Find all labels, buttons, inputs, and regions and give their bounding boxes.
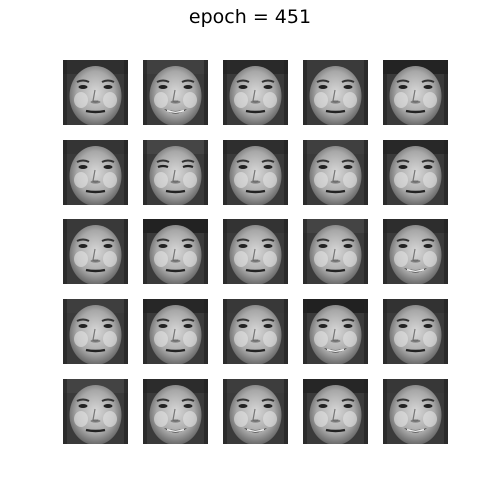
face-sample-5-4 bbox=[303, 379, 368, 444]
face-sample-1-3 bbox=[223, 60, 288, 125]
face-sample-3-2 bbox=[143, 219, 208, 284]
face-sample-4-2 bbox=[143, 299, 208, 364]
face-sample-2-5 bbox=[383, 140, 448, 205]
face-sample-1-1 bbox=[63, 60, 128, 125]
face-sample-5-3 bbox=[223, 379, 288, 444]
face-sample-4-5 bbox=[383, 299, 448, 364]
face-sample-1-2 bbox=[143, 60, 208, 125]
face-sample-3-4 bbox=[303, 219, 368, 284]
face-sample-1-5 bbox=[383, 60, 448, 125]
face-sample-4-4 bbox=[303, 299, 368, 364]
face-sample-4-3 bbox=[223, 299, 288, 364]
face-sample-3-5 bbox=[383, 219, 448, 284]
face-sample-4-1 bbox=[63, 299, 128, 364]
face-sample-5-1 bbox=[63, 379, 128, 444]
face-sample-2-3 bbox=[223, 140, 288, 205]
face-sample-1-4 bbox=[303, 60, 368, 125]
face-sample-2-4 bbox=[303, 140, 368, 205]
figure-title: epoch = 451 bbox=[188, 6, 312, 28]
face-sample-5-2 bbox=[143, 379, 208, 444]
face-sample-3-3 bbox=[223, 219, 288, 284]
face-sample-2-1 bbox=[63, 140, 128, 205]
face-sample-3-1 bbox=[63, 219, 128, 284]
face-sample-2-2 bbox=[143, 140, 208, 205]
face-sample-5-5 bbox=[383, 379, 448, 444]
